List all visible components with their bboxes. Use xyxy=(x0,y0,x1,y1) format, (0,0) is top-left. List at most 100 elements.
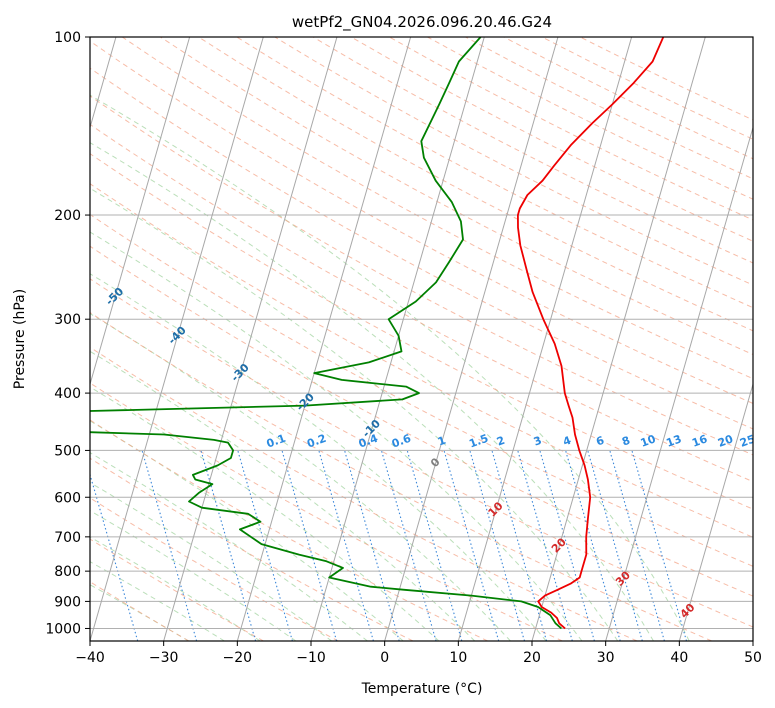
x-axis-label: Temperature (°C) xyxy=(361,681,483,697)
mixing-ratio-lines xyxy=(90,450,688,641)
y-tick-label: 500 xyxy=(54,443,81,459)
mixing-ratio-label: 4 xyxy=(561,434,573,449)
mixing-ratio-line xyxy=(237,450,293,641)
moist-adiabat xyxy=(90,584,189,641)
x-tick-label: 0 xyxy=(380,650,389,666)
mixing-ratio-label: 0.4 xyxy=(357,432,380,451)
mixing-ratio-label: 8 xyxy=(620,434,632,449)
dry-adiabat xyxy=(90,153,753,510)
axis-ticks: −40 −30 −20 −10 0 10 20 30 40 5010009008007006005… xyxy=(45,30,762,666)
mixing-ratio-label: 0.2 xyxy=(305,432,328,451)
isotherm-label: 20 xyxy=(549,535,569,555)
mixing-ratio-line xyxy=(141,450,198,641)
mixing-ratio-line xyxy=(517,450,573,641)
mixing-ratio-label: 6 xyxy=(594,434,606,449)
dry-adiabat xyxy=(274,37,753,286)
x-tick-label: −30 xyxy=(149,650,179,666)
mixing-ratio-line xyxy=(380,450,437,641)
dry-adiabat xyxy=(90,95,753,456)
x-tick-label: 10 xyxy=(449,650,467,666)
moist-adiabats xyxy=(90,94,690,641)
chart-title: wetPf2_GN04.2026.096.20.46.G24 xyxy=(292,13,552,32)
mixing-ratio-label: 1 xyxy=(436,434,448,449)
x-tick-label: 40 xyxy=(670,650,688,666)
isotherm xyxy=(605,125,753,641)
moist-adiabat xyxy=(90,187,619,641)
isotherm-label: -40 xyxy=(166,324,189,347)
isobar-grid xyxy=(90,37,753,629)
dry-adiabat xyxy=(90,346,638,641)
moist-adiabat xyxy=(90,420,404,641)
moist-adiabat xyxy=(90,273,547,641)
moist-adiabat xyxy=(90,386,440,641)
dry-adiabat xyxy=(160,37,753,356)
mixing-ratio-line xyxy=(609,450,665,641)
dry-adiabat xyxy=(90,245,753,597)
moist-adiabat xyxy=(90,312,511,641)
y-tick-label: 400 xyxy=(54,386,81,402)
mixing-ratio-line xyxy=(469,450,526,641)
isotherm xyxy=(457,37,633,641)
mixing-ratio-line xyxy=(565,450,621,641)
y-tick-label: 700 xyxy=(54,530,81,546)
dry-adiabat xyxy=(541,37,753,140)
dry-adiabats xyxy=(90,37,753,641)
isotherm-label: 0 xyxy=(428,455,443,470)
y-tick-label: 800 xyxy=(54,564,81,580)
x-tick-label: 30 xyxy=(597,650,615,666)
isotherm-label: -60 xyxy=(44,233,67,256)
dry-adiabat xyxy=(465,37,753,180)
moist-adiabat xyxy=(90,452,368,641)
moist-adiabat xyxy=(90,94,690,641)
dry-adiabat xyxy=(427,37,753,200)
isotherm-label: -50 xyxy=(103,285,126,308)
x-tick-label: −20 xyxy=(223,650,253,666)
isotherm xyxy=(752,639,753,641)
x-tick-label: −40 xyxy=(75,650,105,666)
isotherm xyxy=(531,37,706,641)
mixing-ratio-line xyxy=(318,450,374,641)
mixing-ratio-label: 30 xyxy=(760,432,775,450)
sounding-series xyxy=(90,37,665,630)
moist-adiabat xyxy=(90,481,332,641)
mixing-ratio-label: 0.1 xyxy=(265,432,288,451)
mixing-ratio-line xyxy=(587,450,643,641)
moist-adiabat xyxy=(90,231,583,641)
dry-adiabat xyxy=(90,538,264,641)
mixing-ratio-line xyxy=(539,450,595,641)
mixing-ratio-label: 10 xyxy=(639,432,658,450)
y-tick-label: 300 xyxy=(54,312,81,328)
mixing-ratio-label: 3 xyxy=(532,434,544,449)
y-tick-label: 900 xyxy=(54,594,81,610)
y-axis-label: Pressure (hPa) xyxy=(12,289,28,389)
y-tick-label: 1000 xyxy=(45,621,81,637)
dry-adiabat xyxy=(90,183,753,538)
dry-adiabat xyxy=(90,457,414,641)
mixing-ratio-label: 1.5 xyxy=(467,432,490,451)
isotherm xyxy=(310,37,485,641)
plot-area: -100-90-80-70-60-50-40-30-20-10010203040… xyxy=(0,37,775,641)
dry-adiabat xyxy=(90,278,753,628)
y-tick-label: 200 xyxy=(54,208,81,224)
isotherm-label: -70 xyxy=(0,180,9,203)
y-tick-label: 600 xyxy=(54,490,81,506)
isotherm xyxy=(90,37,264,641)
temperature-profile xyxy=(517,37,665,630)
dry-adiabat xyxy=(579,37,753,121)
isotherm-label: -30 xyxy=(229,361,252,384)
mixing-ratio-line xyxy=(90,472,139,641)
mixing-ratio-line xyxy=(344,450,400,641)
mixing-ratio-label: 25 xyxy=(738,432,757,449)
y-tick-label: 100 xyxy=(54,30,81,46)
dewpoint-profile xyxy=(90,37,562,630)
dry-adiabat xyxy=(121,37,753,380)
mixing-ratio-line xyxy=(491,450,548,641)
dry-adiabat xyxy=(90,419,488,641)
dry-adiabat xyxy=(198,37,753,332)
x-tick-label: −10 xyxy=(296,650,326,666)
dry-adiabat xyxy=(90,67,753,430)
isotherm xyxy=(236,37,412,641)
dry-adiabat xyxy=(90,581,190,641)
isotherm-label: -20 xyxy=(294,390,317,413)
